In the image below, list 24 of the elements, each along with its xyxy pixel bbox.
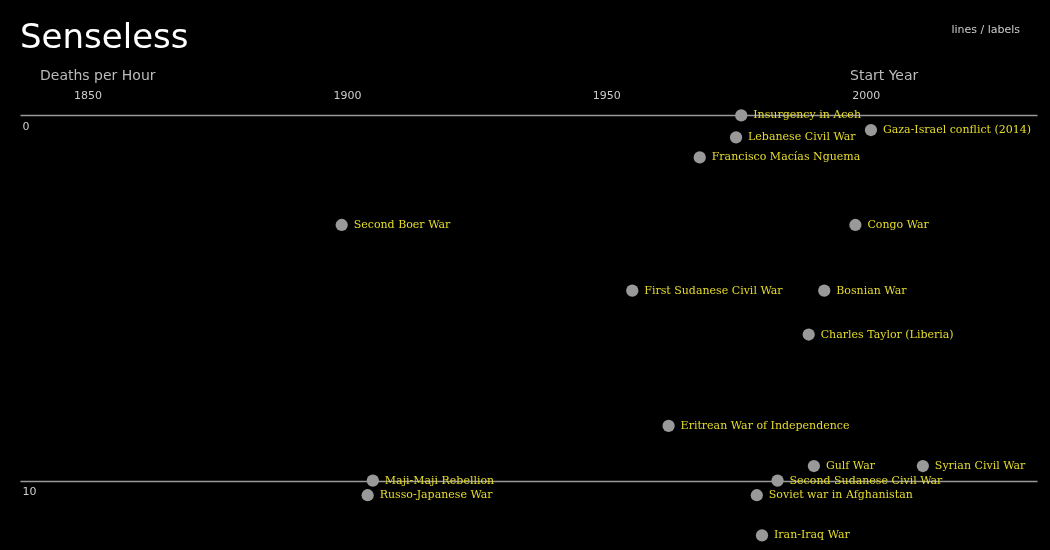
annotation: Francisco Macías Nguema	[711, 150, 861, 164]
x-tick-label: 1900	[333, 88, 362, 102]
y-axis-title: Deaths per Hour	[40, 67, 156, 83]
annotation: Soviet war in Afghanistan	[768, 488, 913, 502]
annotation: Charles Taylor (Liberia)	[820, 327, 954, 341]
annotation: Iran-Iraq War	[773, 528, 851, 542]
annotation: Congo War	[867, 217, 930, 231]
annotation: Eritrean War of Independence	[680, 418, 850, 432]
annotation: Gulf War	[825, 459, 876, 472]
x-axis-title: Start Year	[850, 67, 919, 83]
x-tick-label: 1950	[592, 88, 621, 102]
annotation: Gaza-Israel conflict (2014)	[882, 123, 1032, 137]
text: Senseless	[20, 16, 189, 56]
annotation: lines / labels	[951, 23, 1021, 36]
y-tick-label: 10	[22, 485, 37, 499]
annotation: Bosnian War	[836, 283, 908, 297]
y-tick-label: 0	[22, 119, 30, 133]
annotation: Second Boer War	[353, 217, 452, 231]
x-tick-label: 1850	[73, 88, 102, 102]
annotation: Lebanese Civil War	[748, 130, 857, 144]
annotation: Syrian Civil War	[934, 459, 1027, 472]
annotation: Russo-Japanese War	[379, 488, 494, 502]
annotation: First Sudanese Civil War	[644, 283, 784, 297]
x-tick-label: 2000	[852, 88, 881, 102]
